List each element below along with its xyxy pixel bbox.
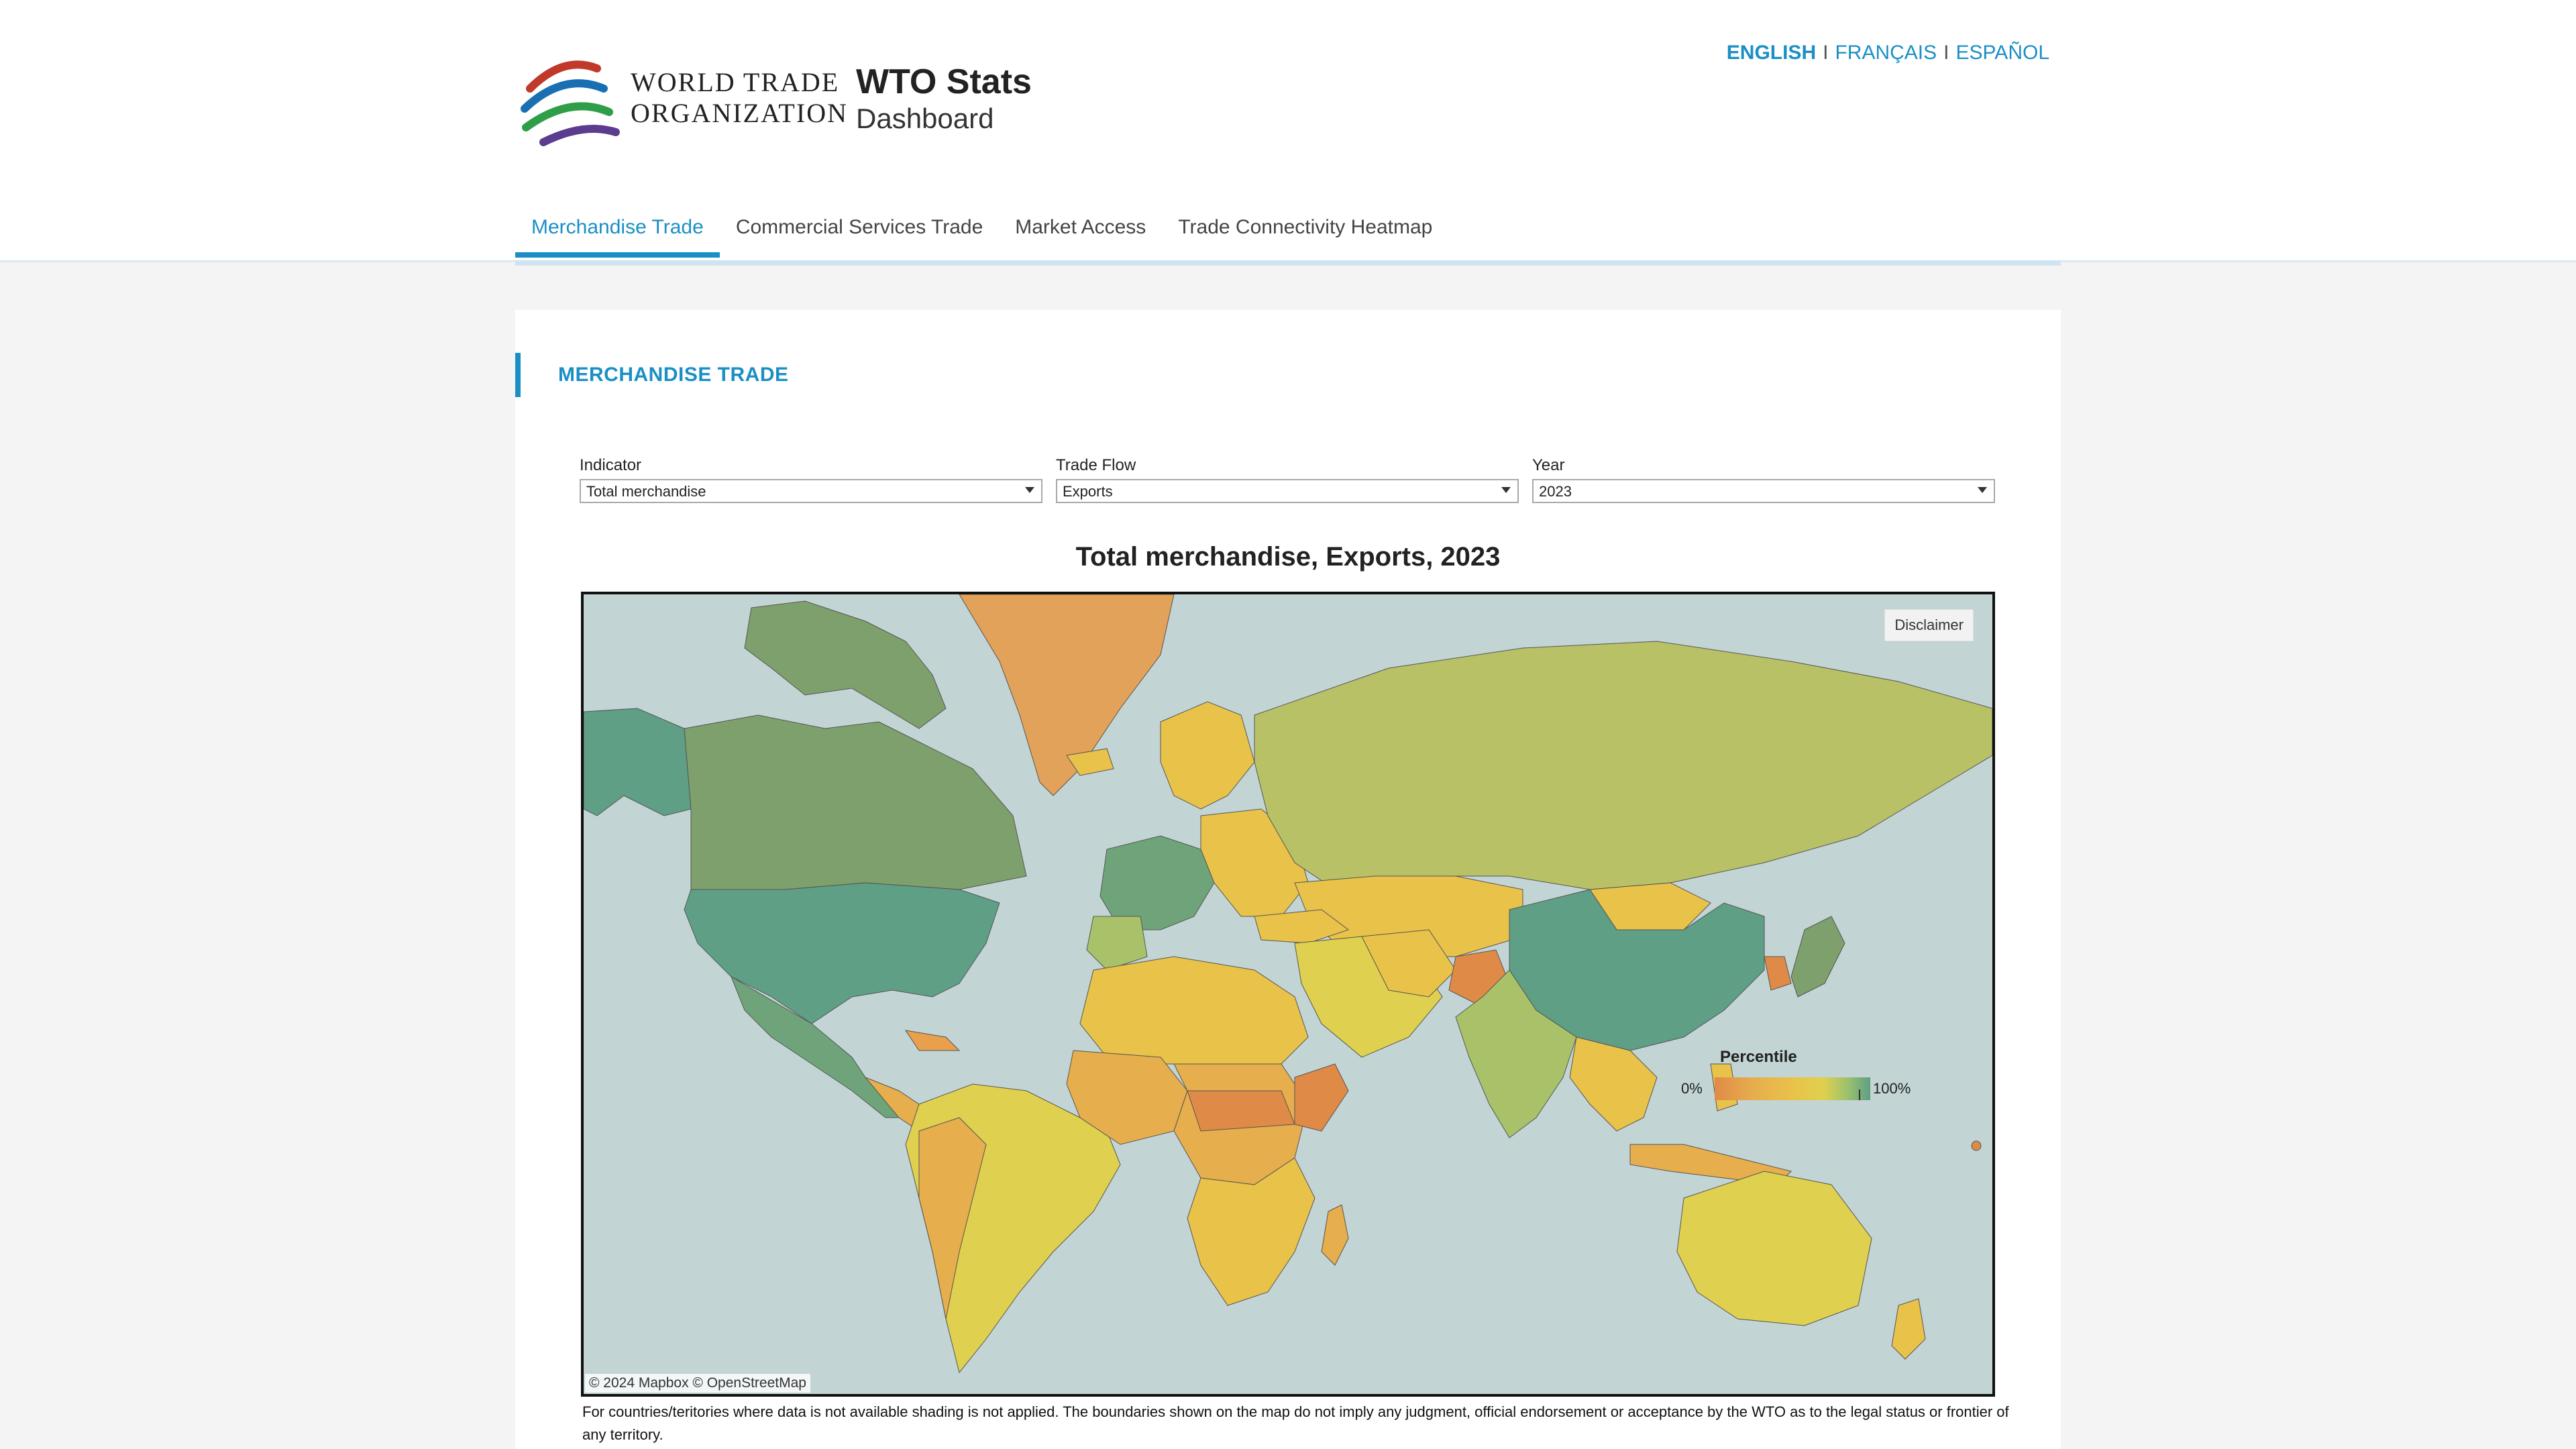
content-panel: MERCHANDISE TRADE Indicator Total mercha… [515,310,2061,1449]
region-scandinavia [1160,701,1255,810]
region-north-africa [1079,956,1309,1065]
region-iran [1361,929,1456,998]
map-title: Total merchandise, Exports, 2023 [1075,542,1501,572]
trade-flow-filter: Trade Flow Exports [1056,456,1519,503]
region-west-africa [1066,1050,1188,1145]
region-andes [918,1117,987,1320]
brand-subtitle: Dashboard [856,103,994,134]
map-footnote: For countries/teritories where data is n… [582,1403,2009,1443]
region-southeast-asia [1569,1036,1658,1132]
dropdown-arrow-icon [1978,487,1987,493]
section-heading: MERCHANDISE TRADE [515,353,789,397]
lang-separator: I [1943,42,1949,64]
disclaimer-button[interactable]: Disclaimer [1884,609,1974,641]
year-value: 2023 [1539,483,1572,500]
region-australia [1676,1171,1872,1326]
region-russia [1254,641,1992,890]
tab-market-access[interactable]: Market Access [1015,216,1146,238]
region-southern-africa [1187,1157,1316,1306]
brand-title: WTO Stats [856,62,1032,101]
region-iberia [1086,916,1148,971]
trade-flow-select[interactable]: Exports [1056,479,1519,503]
region-western-europe [1099,835,1215,930]
year-label: Year [1532,456,1565,474]
language-switcher: ENGLISH I FRANÇAIS I ESPAÑOL [1725,42,2051,64]
lang-english[interactable]: ENGLISH [1726,42,1817,64]
tab-trade-connectivity-heatmap[interactable]: Trade Connectivity Heatmap [1178,216,1433,238]
region-japan [1790,916,1845,998]
region-horn-of-africa [1294,1063,1349,1132]
indicator-filter: Indicator Total merchandise [580,456,1042,503]
region-greenland [959,594,1175,796]
org-name-line2: ORGANIZATION [631,98,848,128]
top-header: WORLD TRADE ORGANIZATION WTO Stats Dashb… [0,0,2576,266]
legend-title: Percentile [1720,1048,1797,1066]
trade-flow-value: Exports [1063,483,1113,500]
dropdown-arrow-icon [1501,487,1511,493]
legend-max-label: 100% [1873,1080,1911,1097]
trade-flow-label: Trade Flow [1056,456,1136,474]
indicator-select[interactable]: Total merchandise [580,479,1042,503]
map-legend: Percentile 0% 100% [1666,1048,1921,1108]
map-attribution[interactable]: © 2024 Mapbox © OpenStreetMap [585,1374,810,1393]
lang-separator: I [1823,42,1829,64]
region-canada [684,714,1027,890]
region-sahel [1187,1090,1295,1132]
year-select[interactable]: 2023 [1532,479,1995,503]
tab-commercial-services-trade[interactable]: Commercial Services Trade [735,216,983,238]
section-heading-text: MERCHANDISE TRADE [558,364,789,386]
region-india [1455,969,1577,1138]
world-map[interactable]: Disclaimer © 2024 Mapbox © OpenStreetMap [581,592,1995,1397]
region-turkey [1254,909,1350,944]
region-arctic-islands [744,600,947,729]
region-caribbean [904,1030,961,1051]
region-iceland [1066,748,1114,776]
tab-merchandise-trade[interactable]: Merchandise Trade [515,208,720,258]
brand: WTO Stats Dashboard [856,62,1032,136]
legend-min-label: 0% [1681,1080,1703,1097]
region-madagascar [1321,1204,1349,1266]
legend-marker [1859,1089,1860,1100]
region-korea [1764,956,1792,991]
legend-color-scale [1715,1077,1870,1100]
dropdown-arrow-icon [1025,487,1034,493]
wto-logo[interactable] [517,48,832,156]
org-name-line1: WORLD TRADE [631,67,840,97]
region-pacific-island [1971,1140,1982,1151]
wto-logo-icon [521,60,620,146]
map-canvas[interactable] [584,594,1992,1394]
lang-french[interactable]: FRANÇAIS [1835,42,1937,64]
region-usa [684,882,1000,1024]
region-alaska [584,708,692,816]
main-tabs: Merchandise Trade Commercial Services Tr… [515,208,2061,266]
region-mexico [730,975,907,1118]
org-name: WORLD TRADE ORGANIZATION [631,67,848,129]
indicator-label: Indicator [580,456,642,474]
indicator-value: Total merchandise [586,483,706,500]
region-new-zealand [1891,1298,1926,1360]
lang-spanish[interactable]: ESPAÑOL [1955,42,2050,64]
year-filter: Year 2023 [1532,456,1995,503]
